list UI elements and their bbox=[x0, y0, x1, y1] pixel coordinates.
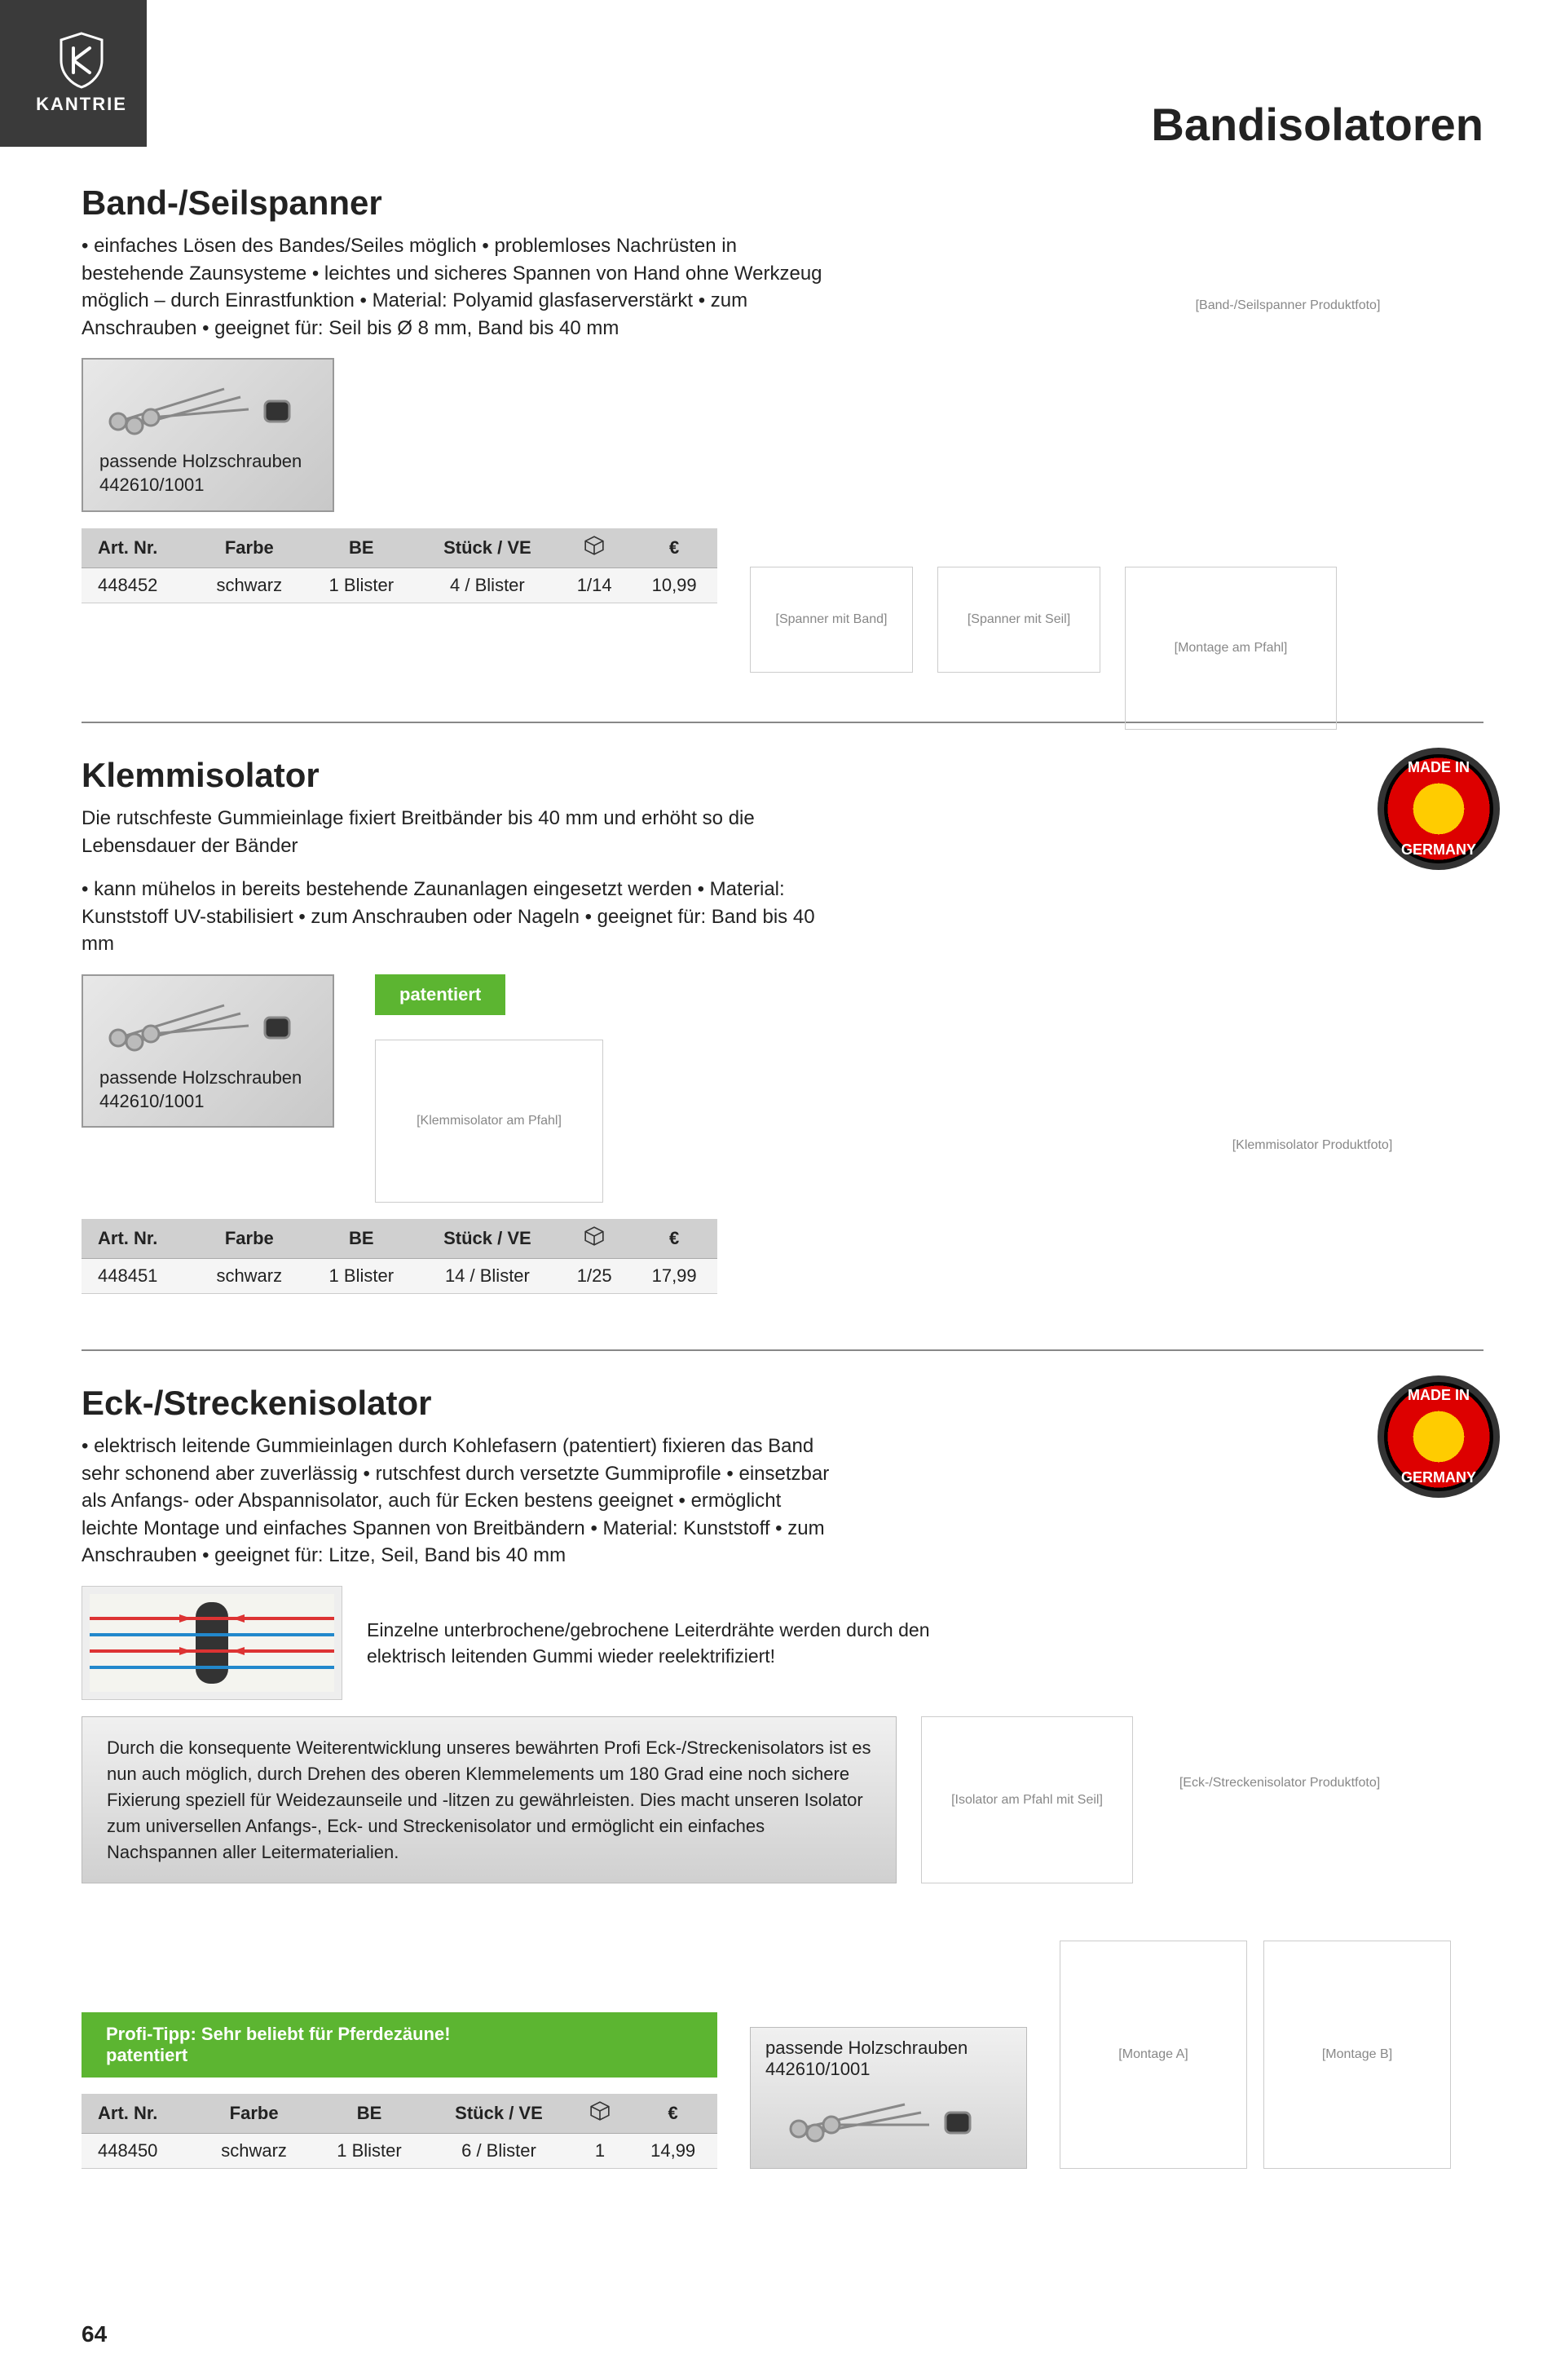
section-bandspanner: Band-/Seilspanner • einfaches Lösen des … bbox=[82, 183, 1483, 689]
section3-info-text: Einzelne unterbrochene/gebrochene Leiter… bbox=[367, 1617, 937, 1669]
flag-bot: GERMANY bbox=[1401, 1469, 1476, 1486]
screws-icon bbox=[765, 2088, 1012, 2153]
section3-table: Art. Nr. Farbe BE Stück / VE € 448450 sc… bbox=[82, 2094, 717, 2169]
td-price: 14,99 bbox=[628, 2134, 717, 2169]
th-farbe: Farbe bbox=[193, 1219, 306, 1259]
section2-product-image: [Klemmisolator Produktfoto] bbox=[1141, 974, 1483, 1317]
td-price: 17,99 bbox=[631, 1258, 717, 1293]
accessory-label: passende Holzschrauben bbox=[765, 2038, 968, 2058]
td-artnr: 448452 bbox=[82, 567, 193, 603]
screws-icon bbox=[99, 373, 316, 438]
th-be: BE bbox=[306, 528, 417, 568]
made-in-germany-badge-1: MADE IN GERMANY bbox=[1378, 748, 1500, 870]
flag-top: MADE IN bbox=[1408, 759, 1470, 776]
accessory-box-3: passende Holzschrauben 442610/1001 bbox=[750, 2027, 1027, 2169]
section1-thumb-2: [Spanner mit Seil] bbox=[937, 567, 1100, 673]
tip-line1: Profi-Tipp: Sehr beliebt für Pferdezäune… bbox=[106, 2024, 451, 2044]
td-be: 1 Blister bbox=[306, 1258, 417, 1293]
tip-line2: patentiert bbox=[106, 2045, 187, 2065]
made-in-germany-badge-2: MADE IN GERMANY bbox=[1378, 1375, 1500, 1498]
td-farbe: schwarz bbox=[193, 567, 306, 603]
brand-name: KANTRIE bbox=[36, 94, 127, 115]
td-box: 1 bbox=[571, 2134, 629, 2169]
th-euro: € bbox=[631, 1219, 717, 1259]
section1-desc: • einfaches Lösen des Bandes/Seiles mögl… bbox=[82, 232, 831, 342]
brand-logo: KANTRIE bbox=[0, 0, 147, 147]
flag-bot: GERMANY bbox=[1401, 841, 1476, 859]
td-stueck: 6 / Blister bbox=[426, 2134, 571, 2169]
table-row: 448450 schwarz 1 Blister 6 / Blister 1 1… bbox=[82, 2134, 717, 2169]
th-be: BE bbox=[312, 2094, 427, 2134]
section1-thumb-3: [Montage am Pfahl] bbox=[1125, 567, 1337, 730]
th-artnr: Art. Nr. bbox=[82, 1219, 193, 1259]
wire-diagram bbox=[82, 1586, 342, 1700]
accessory-box-2: passende Holzschrauben 442610/1001 bbox=[82, 974, 334, 1128]
td-box: 1/14 bbox=[558, 567, 631, 603]
screws-icon bbox=[99, 989, 316, 1054]
accessory-ref: 442610/1001 bbox=[99, 1091, 204, 1111]
table-row: 448451 schwarz 1 Blister 14 / Blister 1/… bbox=[82, 1258, 717, 1293]
td-artnr: 448450 bbox=[82, 2134, 196, 2169]
th-artnr: Art. Nr. bbox=[82, 2094, 196, 2134]
accessory-label: passende Holzschrauben bbox=[99, 1067, 302, 1088]
th-stueck: Stück / VE bbox=[426, 2094, 571, 2134]
section2-thumb: [Klemmisolator am Pfahl] bbox=[375, 1040, 603, 1203]
section1-thumb-1: [Spanner mit Band] bbox=[750, 567, 913, 673]
td-farbe: schwarz bbox=[193, 1258, 306, 1293]
th-euro: € bbox=[631, 528, 717, 568]
th-farbe: Farbe bbox=[196, 2094, 312, 2134]
td-price: 10,99 bbox=[631, 567, 717, 603]
section-klemmisolator: Klemmisolator Die rutschfeste Gummieinla… bbox=[82, 756, 1483, 1317]
accessory-ref: 442610/1001 bbox=[765, 2059, 870, 2079]
page-header: KANTRIE Bandisolatoren bbox=[82, 0, 1483, 151]
section2-table: Art. Nr. Farbe BE Stück / VE € 448451 sc… bbox=[82, 1219, 717, 1294]
flag-top: MADE IN bbox=[1408, 1387, 1470, 1404]
section1-table: Art. Nr. Farbe BE Stück / VE € 448452 sc… bbox=[82, 528, 717, 603]
section3-product-image: [Eck-/Streckenisolator Produktfoto] bbox=[1027, 1498, 1532, 2069]
td-stueck: 4 / Blister bbox=[417, 567, 558, 603]
th-euro: € bbox=[628, 2094, 717, 2134]
table-row: 448452 schwarz 1 Blister 4 / Blister 1/1… bbox=[82, 567, 717, 603]
accessory-box-1: passende Holzschrauben 442610/1001 bbox=[82, 358, 334, 511]
divider-2 bbox=[82, 1349, 1483, 1351]
th-farbe: Farbe bbox=[193, 528, 306, 568]
th-box bbox=[558, 1219, 631, 1259]
page-number: 64 bbox=[82, 2321, 1483, 2347]
shield-icon bbox=[53, 32, 110, 89]
th-stueck: Stück / VE bbox=[417, 528, 558, 568]
section3-info-row: Einzelne unterbrochene/gebrochene Leiter… bbox=[82, 1586, 937, 1700]
patentiert-tag: patentiert bbox=[375, 974, 505, 1015]
th-artnr: Art. Nr. bbox=[82, 528, 193, 568]
section1-product-image: [Band-/Seilspanner Produktfoto] bbox=[1060, 135, 1516, 477]
profi-tipp: Profi-Tipp: Sehr beliebt für Pferdezäune… bbox=[82, 2012, 717, 2078]
section2-title: Klemmisolator bbox=[82, 756, 1483, 795]
td-box: 1/25 bbox=[558, 1258, 631, 1293]
th-box bbox=[571, 2094, 629, 2134]
section-eckisolator: Eck-/Streckenisolator • elektrisch leite… bbox=[82, 1384, 1483, 2281]
section3-info-box: Durch die konsequente Weiterentwicklung … bbox=[82, 1716, 897, 1883]
td-be: 1 Blister bbox=[312, 2134, 427, 2169]
section3-title: Eck-/Streckenisolator bbox=[82, 1384, 1483, 1423]
td-artnr: 448451 bbox=[82, 1258, 193, 1293]
section3-desc: • elektrisch leitende Gummieinlagen durc… bbox=[82, 1433, 831, 1570]
section2-desc: • kann mühelos in bereits bestehende Zau… bbox=[82, 876, 831, 958]
td-stueck: 14 / Blister bbox=[417, 1258, 558, 1293]
td-farbe: schwarz bbox=[196, 2134, 312, 2169]
accessory-ref: 442610/1001 bbox=[99, 475, 204, 495]
th-be: BE bbox=[306, 1219, 417, 1259]
accessory-label: passende Holzschrauben bbox=[99, 451, 302, 471]
th-box bbox=[558, 528, 631, 568]
td-be: 1 Blister bbox=[306, 567, 417, 603]
section2-intro: Die rutschfeste Gummieinlage fixiert Bre… bbox=[82, 805, 831, 859]
th-stueck: Stück / VE bbox=[417, 1219, 558, 1259]
